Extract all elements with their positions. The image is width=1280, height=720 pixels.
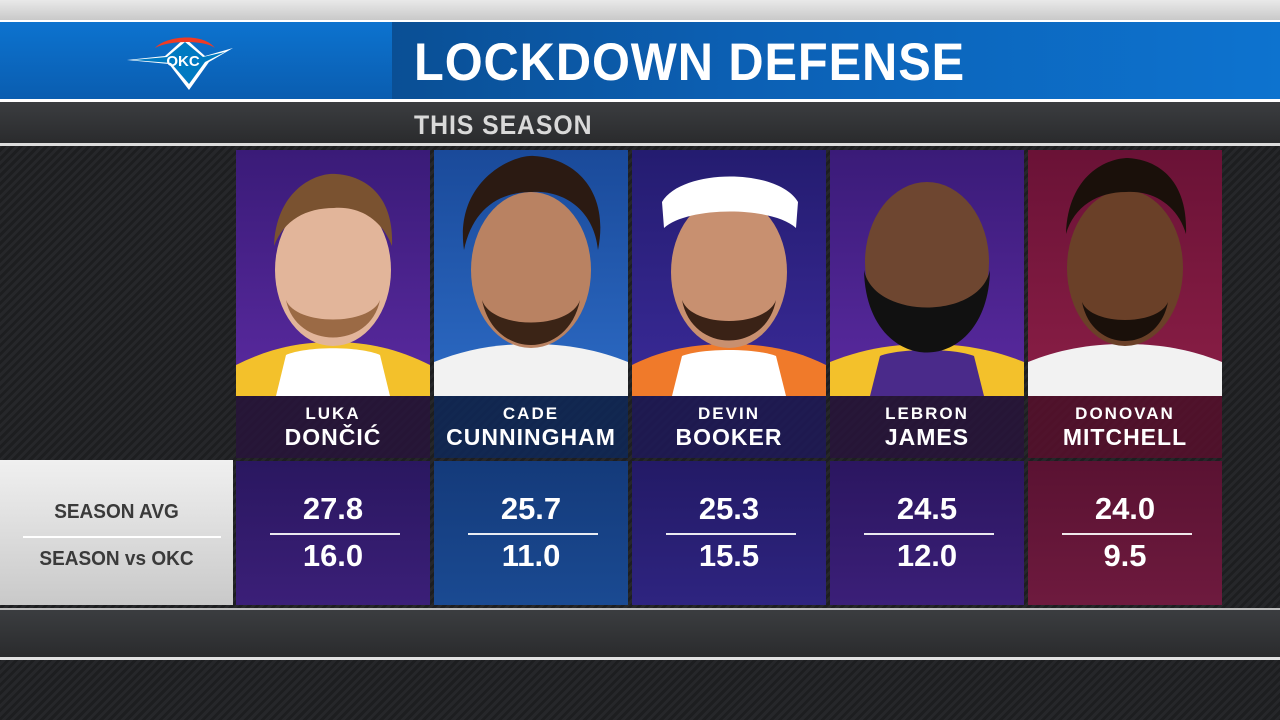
player-last-name: MITCHELL [1062,424,1188,450]
stat-divider [864,533,994,535]
player-first-name: DEVIN [698,404,760,423]
player-card-james: LEBRON JAMES 24.5 12.0 [830,150,1024,605]
season-avg-value: 25.7 [500,491,562,526]
stat-divider [468,533,598,535]
player-first-name: CADE [502,404,560,423]
row-labels-panel: SEASON AVG SEASON vs OKC [0,460,233,605]
title-panel [392,22,1280,99]
player-stats: 25.7 11.0 [434,461,628,605]
player-first-name: LEBRON [885,404,969,423]
player-last-name: DONČIĆ [284,424,382,450]
player-card-doncic: LUKA DONČIĆ 27.8 16.0 [236,150,430,605]
season-vs-okc-value: 11.0 [501,538,561,573]
stat-divider [270,533,400,535]
player-last-name: BOOKER [675,424,783,450]
season-avg-value: 27.8 [302,491,364,526]
player-stats: 25.3 15.5 [632,461,826,605]
player-nameplate: DEVIN BOOKER [632,396,826,458]
stat-divider [1062,533,1192,535]
player-card-cunningham: CADE CUNNINGHAM 25.7 11.0 [434,150,628,605]
player-stats: 24.5 12.0 [830,461,1024,605]
player-last-name: JAMES [884,424,970,450]
season-vs-okc-value: 16.0 [302,538,364,573]
player-last-name: CUNNINGHAM [446,424,616,450]
season-avg-value: 24.0 [1094,491,1156,526]
page-title: LOCKDOWN DEFENSE [414,33,966,92]
season-vs-okc-value: 12.0 [896,538,958,573]
stat-divider [666,533,796,535]
season-vs-okc-value: 9.5 [1103,538,1147,573]
subtitle: THIS SEASON [414,110,593,140]
subheader-bar: THIS SEASON [0,102,1280,146]
player-nameplate: CADE CUNNINGHAM [434,396,628,458]
player-photo [632,150,826,396]
player-first-name: LUKA [305,404,361,423]
label-divider [23,536,221,538]
season-avg-label: SEASON AVG [54,501,179,523]
top-strip [0,0,1280,20]
player-card-mitchell: DONOVAN MITCHELL 24.0 9.5 [1028,150,1222,605]
bottom-bar [0,608,1280,660]
header-banner: LOCKDOWN DEFENSE [0,20,1280,102]
season-avg-value: 24.5 [896,491,958,526]
player-photo [236,150,430,396]
okc-logo: OKC [125,26,235,96]
season-vs-okc-label: SEASON vs OKC [39,548,194,570]
player-photo [1028,150,1222,396]
season-avg-value: 25.3 [698,491,760,526]
season-vs-okc-value: 15.5 [698,538,760,573]
player-stats: 27.8 16.0 [236,461,430,605]
player-stats: 24.0 9.5 [1028,461,1222,605]
player-first-name: DONOVAN [1075,404,1175,423]
player-photo [830,150,1024,396]
player-nameplate: DONOVAN MITCHELL [1028,396,1222,458]
player-photo [434,150,628,396]
player-nameplate: LUKA DONČIĆ [236,396,430,458]
logo-text: OKC [166,53,200,70]
player-card-booker: DEVIN BOOKER 25.3 15.5 [632,150,826,605]
player-nameplate: LEBRON JAMES [830,396,1024,458]
